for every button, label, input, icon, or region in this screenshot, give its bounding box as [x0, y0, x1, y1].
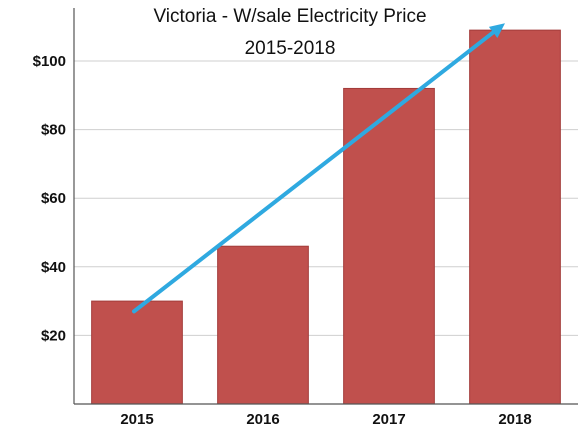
y-tick-labels: $20 $40 $60 $80 $100 — [33, 53, 66, 344]
y-tick-label: $60 — [41, 190, 66, 207]
y-tick-label: $100 — [33, 53, 66, 70]
chart-subtitle: 2015-2018 — [245, 38, 336, 59]
x-tick-label: 2016 — [246, 411, 279, 428]
x-tick-label: 2018 — [498, 411, 531, 428]
bar-2016 — [217, 245, 309, 405]
x-tick-label: 2017 — [372, 411, 405, 428]
x-tick-label: 2015 — [120, 411, 153, 428]
x-tick-labels: 2015 2016 2017 2018 — [120, 411, 531, 428]
bar-2018 — [469, 29, 561, 405]
trend-arrow — [132, 23, 505, 314]
bar-2015 — [91, 300, 183, 405]
chart-title: Victoria - W/sale Electricity Price — [153, 6, 426, 27]
bars — [91, 29, 561, 405]
bar-2017 — [343, 87, 435, 405]
trend-arrow-head — [488, 23, 505, 38]
axes — [73, 8, 578, 405]
y-tick-label: $20 — [41, 327, 66, 344]
y-tick-label: $80 — [41, 122, 66, 139]
y-tick-label: $40 — [41, 259, 66, 276]
trend-arrow-shaft — [132, 30, 496, 314]
